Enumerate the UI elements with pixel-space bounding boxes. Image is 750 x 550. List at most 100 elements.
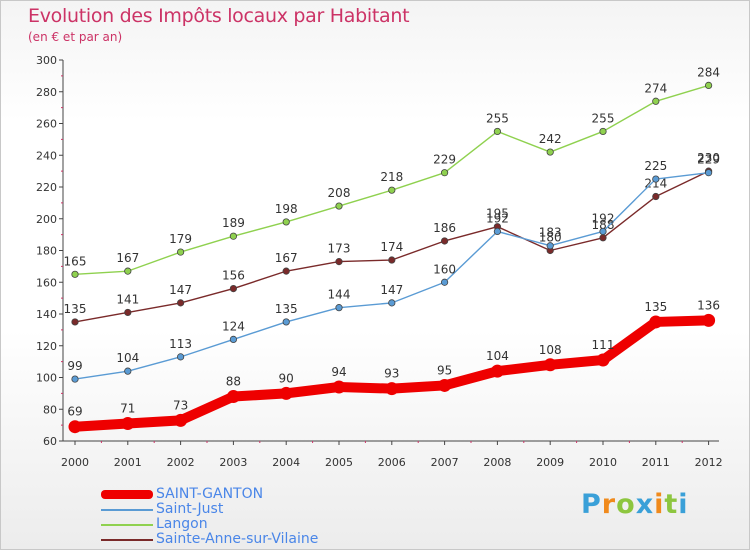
data-point-saint-ganton (226, 390, 240, 404)
y-tick-label: 80 (43, 403, 57, 416)
data-point-saint-just (440, 278, 449, 286)
y-tick-label: 180 (36, 245, 57, 258)
y-tick-label: 260 (36, 118, 57, 131)
data-label-langon: 167 (116, 251, 139, 265)
chart-title: Evolution des Impôts locaux par Habitant (28, 5, 410, 27)
data-point-saint-ganton (596, 353, 610, 367)
data-label-langon: 189 (222, 216, 245, 230)
data-label-saint-ganton: 136 (697, 298, 720, 312)
x-tick-label: 2010 (589, 456, 617, 469)
data-point-langon (704, 81, 713, 90)
data-point-sainte-anne-sur-vilaine (599, 234, 607, 242)
data-label-saint-ganton: 93 (384, 367, 399, 381)
data-label-langon: 229 (433, 153, 456, 167)
data-point-langon (71, 270, 79, 278)
data-point-saint-just (546, 242, 554, 250)
legend-swatch (101, 539, 153, 541)
y-tick-label: 220 (36, 181, 57, 194)
data-point-saint-just (71, 375, 79, 383)
data-point-langon (546, 148, 554, 156)
data-point-saint-ganton (332, 380, 346, 394)
data-label-saint-just: 192 (486, 211, 509, 225)
data-label-saint-ganton: 135 (644, 300, 667, 314)
data-label-langon: 179 (169, 232, 192, 246)
data-label-sainte-anne-sur-vilaine: 156 (222, 269, 245, 283)
data-label-saint-just: 104 (116, 351, 139, 365)
data-point-langon (493, 127, 501, 136)
data-label-langon: 242 (539, 132, 562, 146)
data-label-saint-just: 192 (592, 211, 615, 225)
data-label-langon: 274 (644, 81, 667, 95)
x-tick-label: 2006 (378, 456, 406, 469)
data-label-saint-ganton: 71 (120, 402, 135, 416)
data-point-saint-just (599, 227, 607, 236)
data-point-saint-just (704, 169, 713, 177)
data-label-saint-just: 160 (433, 262, 456, 276)
y-tick-label: 100 (36, 372, 57, 385)
data-label-sainte-anne-sur-vilaine: 180 (539, 231, 562, 245)
x-tick-label: 2008 (483, 456, 511, 469)
data-label-sainte-anne-sur-vilaine: 135 (64, 302, 87, 316)
data-point-saint-ganton (490, 364, 504, 378)
x-tick-label: 2007 (431, 456, 459, 469)
data-label-langon: 165 (64, 254, 87, 268)
data-point-saint-just (177, 353, 185, 361)
proxiti-logo: Proxiti (581, 489, 689, 520)
data-label-sainte-anne-sur-vilaine: 147 (169, 283, 192, 297)
chart-subtitle: (en € et par an) (28, 30, 123, 44)
data-label-sainte-anne-sur-vilaine: 174 (380, 240, 403, 254)
x-tick-label: 2001 (114, 456, 142, 469)
legend-swatch (101, 490, 153, 499)
data-label-langon: 255 (592, 111, 615, 125)
x-tick-label: 2009 (536, 456, 564, 469)
data-point-saint-ganton (543, 358, 557, 372)
data-label-saint-ganton: 95 (437, 363, 452, 377)
x-tick-label: 2011 (642, 456, 670, 469)
legend-label: Sainte-Anne-sur-Vilaine (156, 531, 319, 547)
data-label-saint-ganton: 94 (331, 365, 346, 379)
data-label-saint-just: 225 (644, 159, 667, 173)
data-label-saint-just: 183 (539, 226, 562, 240)
y-tick-label: 120 (36, 340, 57, 353)
data-label-sainte-anne-sur-vilaine: 214 (644, 177, 667, 191)
data-label-saint-just: 124 (222, 319, 245, 333)
data-label-langon: 218 (380, 170, 403, 184)
y-tick-label: 280 (36, 86, 57, 99)
data-point-saint-just (282, 318, 290, 326)
data-label-saint-ganton: 69 (67, 405, 82, 419)
data-point-saint-ganton (702, 313, 716, 327)
y-tick-label: 60 (43, 435, 57, 448)
data-label-sainte-anne-sur-vilaine: 188 (592, 218, 615, 232)
data-label-sainte-anne-sur-vilaine: 141 (116, 292, 139, 306)
data-point-saint-ganton (68, 420, 82, 434)
data-label-saint-ganton: 73 (173, 398, 188, 412)
data-label-saint-ganton: 108 (539, 343, 562, 357)
data-label-sainte-anne-sur-vilaine: 186 (433, 221, 456, 235)
data-point-langon (388, 186, 396, 194)
y-tick-label: 200 (36, 213, 57, 226)
y-tick-label: 240 (36, 149, 57, 162)
legend-swatch (101, 509, 153, 511)
x-tick-label: 2003 (219, 456, 247, 469)
data-point-langon (282, 218, 290, 226)
legend-swatch (101, 524, 153, 526)
data-point-saint-ganton (121, 417, 135, 431)
data-label-saint-just: 113 (169, 337, 192, 351)
legend-label: SAINT-GANTON (156, 486, 264, 502)
data-point-langon (652, 97, 660, 105)
data-point-saint-just (229, 335, 237, 343)
data-point-saint-just (388, 299, 396, 307)
data-point-sainte-anne-sur-vilaine (282, 267, 290, 275)
data-label-saint-ganton: 111 (592, 338, 615, 352)
data-point-sainte-anne-sur-vilaine (652, 192, 660, 201)
data-point-langon (229, 232, 237, 240)
data-label-sainte-anne-sur-vilaine: 195 (486, 207, 509, 221)
y-tick-label: 300 (36, 54, 57, 67)
data-label-sainte-anne-sur-vilaine: 173 (328, 242, 351, 256)
legend-label: Saint-Just (156, 501, 224, 517)
data-point-sainte-anne-sur-vilaine (177, 299, 185, 307)
x-tick-label: 2012 (695, 456, 723, 469)
data-point-langon (124, 267, 132, 275)
data-point-langon (440, 169, 449, 177)
data-label-saint-ganton: 90 (279, 371, 294, 385)
